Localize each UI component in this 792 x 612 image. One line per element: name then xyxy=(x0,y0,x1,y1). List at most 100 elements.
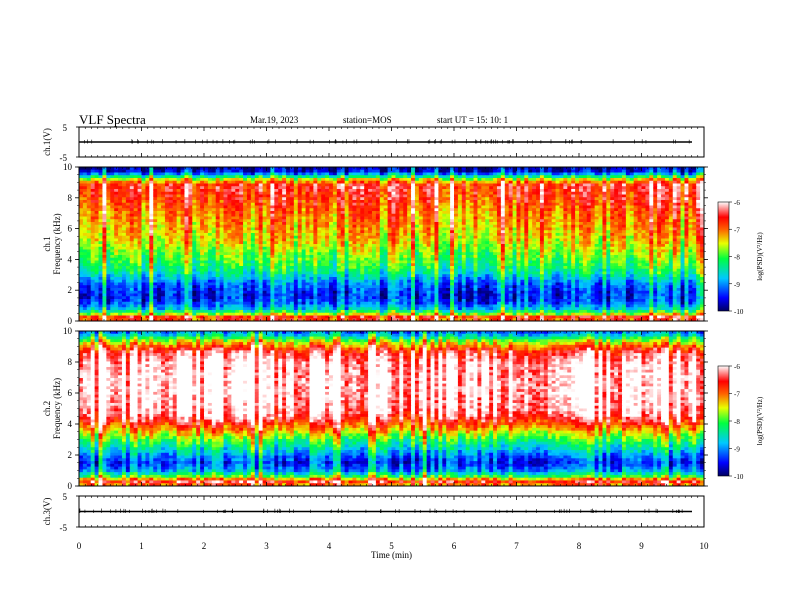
ch1-spectrogram-cell xyxy=(356,178,361,182)
ch1-spectrogram-cell xyxy=(454,178,459,182)
ch1-spectrogram-cell xyxy=(321,194,326,198)
ch1-spectrogram-cell xyxy=(293,167,299,171)
ch1-spectrogram-cell xyxy=(145,183,150,187)
ch1-spectrogram-cell xyxy=(391,175,397,179)
ch1-spectrogram-cell xyxy=(352,189,357,193)
ch1-spectrogram-cell xyxy=(211,191,217,196)
ch1-spectrogram-cell xyxy=(223,186,229,190)
ch1-spectrogram-cell xyxy=(653,172,658,176)
ch1-spectrogram-cell xyxy=(149,200,154,204)
ch1-spectrogram-cell xyxy=(364,183,369,187)
ch1-spectrogram-cell xyxy=(270,189,275,193)
ch1-spectrogram-cell xyxy=(547,178,553,182)
ch1-spectrogram-cell xyxy=(231,172,236,176)
ch1-spectrogram-cell xyxy=(422,178,428,182)
ch1-spectrogram-cell xyxy=(86,178,92,182)
ch1-spectrogram-cell xyxy=(262,178,268,182)
ch1-spectrogram-cell xyxy=(629,197,635,201)
ch1-spectrogram-cell xyxy=(664,172,670,176)
ch1-spectrogram-cell xyxy=(602,186,607,190)
ch1-spectrogram-cell xyxy=(618,191,623,196)
ch1-spectrogram-cell xyxy=(243,175,248,179)
ch1-spectrogram-cell xyxy=(246,186,252,190)
ch1-spectrogram-cell xyxy=(496,172,502,176)
ch1-spectrogram-cell xyxy=(118,186,123,190)
ch1-spectrogram-cell xyxy=(524,189,529,193)
ch1-spectrogram-cell xyxy=(297,169,303,174)
ch1-spectrogram-cell xyxy=(602,189,607,193)
ch1-spectrogram-cell xyxy=(536,172,541,176)
ch1-spectrogram-cell xyxy=(180,194,186,198)
ch1-spectrogram-cell xyxy=(133,178,139,182)
ch1-spectrogram-cell xyxy=(286,167,291,171)
ch1-spectrogram-cell xyxy=(301,194,307,198)
ch1-spectrogram-cell xyxy=(637,197,643,201)
ch1-spectrogram-cell xyxy=(563,194,568,198)
ch1-spectrogram-cell xyxy=(684,172,689,176)
ch1-spectrogram-cell xyxy=(477,183,482,187)
ch1-spectrogram-cell xyxy=(125,172,131,176)
ch1-spectrogram-cell xyxy=(387,169,393,174)
ch1-spectrogram-cell xyxy=(164,180,170,185)
ch1-spectrogram-cell xyxy=(422,191,428,196)
ch1-spectrogram-cell xyxy=(668,178,674,182)
ch1-spectrogram-cell xyxy=(614,197,619,201)
ch1-spectrogram-cell xyxy=(618,197,623,201)
ch1-spectrogram-cell xyxy=(368,167,373,171)
ch1-spectrogram-cell xyxy=(231,194,236,198)
ch1-spectrogram-cell xyxy=(309,186,314,190)
ch1-spectrogram-cell xyxy=(137,178,143,182)
ch1-spectrogram-cell xyxy=(606,189,611,193)
ch1-spectrogram-cell xyxy=(657,180,662,185)
ch1-spectrogram-cell xyxy=(485,191,490,196)
ch1-spectrogram-cell xyxy=(348,197,354,201)
ch1-spectrogram-cell xyxy=(200,167,205,171)
ch1-spectrogram-cell xyxy=(500,194,506,198)
ch1-spectrogram-cell xyxy=(340,183,346,187)
ch1-spectrogram-cell xyxy=(102,178,107,182)
ch1-spectrogram-cell xyxy=(661,167,666,171)
ch1-spectrogram-cell xyxy=(254,200,260,204)
ch1-spectrogram-cell xyxy=(618,178,623,182)
ch1-spectrogram-cell xyxy=(86,194,92,198)
ch1-spectrogram-cell xyxy=(258,172,264,176)
ch1-spectrogram-cell xyxy=(426,197,432,201)
ch1-spectrogram-cell xyxy=(168,183,174,187)
ch1-spectrogram-cell xyxy=(211,169,217,174)
ch1-spectrogram-cell xyxy=(543,191,549,196)
ch1-spectrogram-cell xyxy=(457,191,463,196)
ch1-spectrogram-cell xyxy=(434,186,439,190)
ch1-spectrogram-cell xyxy=(653,178,658,182)
ch1-spectrogram-cell xyxy=(297,197,303,201)
ch1-spectrogram-cell xyxy=(141,200,147,204)
ch1-spectrogram-cell xyxy=(629,169,635,174)
ch1-spectrogram-cell xyxy=(254,180,260,185)
ch1-spectrogram-cell xyxy=(625,175,631,179)
ch1-spectrogram-cell xyxy=(184,197,189,201)
ch1-spectrogram-cell xyxy=(278,197,283,201)
ch1-spectrogram-cell xyxy=(270,180,275,185)
ch1-spectrogram-cell xyxy=(489,189,494,193)
ch1-spectrogram-cell xyxy=(305,186,311,190)
ch1-spectrogram-cell xyxy=(457,175,463,179)
ch1-spectrogram-cell xyxy=(371,189,377,193)
ch1-spectrogram-cell xyxy=(450,178,455,182)
ch1-spectrogram-cell xyxy=(579,172,584,176)
ch1-spectrogram-cell xyxy=(82,194,88,198)
ch1-spectrogram-cell xyxy=(621,175,627,179)
ch1-spectrogram-cell xyxy=(454,194,459,198)
ch1-spectrogram-cell xyxy=(368,175,373,179)
ch1-spectrogram-cell xyxy=(352,178,357,182)
ch1-spectrogram-cell xyxy=(395,191,400,196)
ch1-spectrogram-cell xyxy=(129,175,135,179)
ch1-spectrogram-cell xyxy=(567,172,572,176)
ch1-spectrogram-cell xyxy=(168,200,174,204)
ch1-spectrogram-cell xyxy=(188,200,193,204)
ch1-spectrogram-cell xyxy=(481,186,486,190)
ch1-spectrogram-cell xyxy=(391,167,397,171)
ch1-spectrogram-cell xyxy=(325,169,330,174)
ch1-spectrogram-cell xyxy=(524,183,529,187)
ch1-spectrogram-cell xyxy=(516,178,522,182)
ch1-spectrogram-cell xyxy=(278,167,283,171)
ch1-spectrogram-cell xyxy=(86,167,92,171)
